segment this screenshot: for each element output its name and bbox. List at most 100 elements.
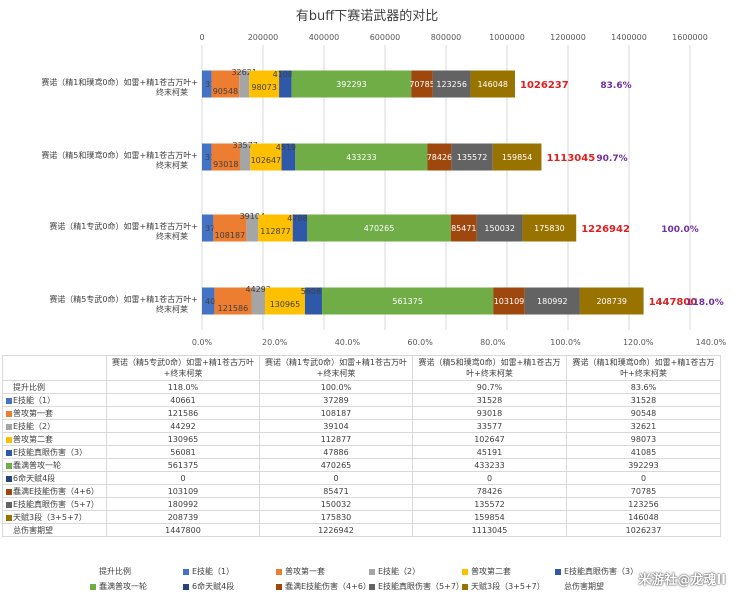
top-axis-tick-label: 200000 (248, 33, 279, 42)
bar-segment (304, 287, 323, 315)
stacked-bar-chart: 有buff下赛诺武器的对比 0 200000 400000 600000 800000 1… (41, 8, 727, 347)
table-row-label: 蠢满E技能伤害（4+6） (2, 484, 107, 498)
legend-key-swatch (6, 424, 12, 430)
bar-segment (295, 143, 428, 171)
table-row-label-text: 天赋3段（3+5+7） (13, 512, 87, 522)
legend-label: 普攻第二套 (471, 567, 511, 576)
data-label: 90548 (213, 87, 238, 96)
table-cell: 56081 (106, 445, 260, 459)
legend-item: 总伤害期望 (555, 581, 648, 592)
table-cell: 561375 (106, 458, 260, 472)
table-cell: 98073 (566, 432, 721, 446)
table-row: 蠢满E技能伤害（4+6） 103109 85471 78426 70785 (2, 484, 721, 498)
table-row-label-text: 提升比例 (13, 382, 45, 392)
table-cell: 90548 (566, 406, 721, 420)
table-cell: 433233 (412, 458, 567, 472)
table-cell: 1026237 (566, 523, 721, 537)
bar-segment (476, 214, 523, 242)
legend-swatch (462, 568, 468, 575)
category-label: 赛诺（精1和璞鸢0命）如雷+精1苍古万叶+终末柯莱 (41, 77, 198, 97)
legend-item: 天赋3段（3+5+7） (462, 581, 555, 592)
data-label: 33577 (232, 141, 257, 150)
bar-segment (292, 214, 308, 242)
table-cell: 103109 (106, 484, 260, 498)
data-label: 112877 (260, 227, 291, 236)
data-label: 146048 (477, 80, 508, 89)
legend-key-swatch (6, 502, 12, 508)
table-cell: 83.6% (566, 380, 721, 394)
bar-segment (202, 214, 214, 242)
top-axis-tick-label: 1400000 (611, 33, 647, 42)
category-label: 赛诺（精5和璞鸢0命）如雷+精1苍古万叶+终末柯莱 (41, 150, 198, 170)
table-row-label-text: E技能真眼伤害（3） (13, 447, 88, 457)
table-cell: 31528 (412, 393, 567, 407)
table-cell: 112877 (259, 432, 413, 446)
table-cell: 37289 (259, 393, 413, 407)
bottom-axis-tick-label: 60.0% (407, 338, 433, 347)
data-label: 150032 (484, 224, 515, 233)
bar-segment (211, 70, 240, 98)
bar-segment (492, 143, 542, 171)
table-corner (2, 355, 107, 381)
table-row: E技能真眼伤害（5+7） 180992 150032 135572 123256 (2, 497, 721, 511)
table-cell: 70785 (566, 484, 721, 498)
data-label: 56081 (301, 287, 326, 296)
table-cell: 1113045 (412, 523, 567, 537)
legend-swatch (90, 583, 96, 590)
data-label: 93018 (213, 160, 238, 169)
legend-swatch (555, 568, 561, 575)
bar-segment (450, 214, 477, 242)
legend-key-swatch (6, 437, 12, 443)
table-column-header: 赛诺（精1专武0命）如雷+精1苍古万叶+终末柯莱 (259, 355, 413, 381)
bar-segment (258, 214, 293, 242)
table-cell: 32621 (566, 419, 721, 433)
table-cell: 146048 (566, 510, 721, 524)
top-axis-tick-label: 0 (199, 33, 204, 42)
legend-label: 6命天赋4段 (192, 582, 235, 591)
bar-segment (522, 214, 577, 242)
bar-segment (211, 143, 240, 171)
bottom-axis-tick-label: 0.0% (192, 338, 213, 347)
legend-key-swatch (6, 476, 12, 482)
legend-key-swatch (6, 411, 12, 417)
bar-segment (579, 287, 644, 315)
data-label: 208739 (596, 297, 627, 306)
table-row: 提升比例 118.0% 100.0% 90.7% 83.6% (2, 380, 721, 394)
data-label: 98073 (251, 83, 276, 92)
legend-key-swatch (6, 398, 12, 404)
table-row-label: 蠢满普攻一轮 (2, 458, 107, 472)
bottom-axis-tick-label: 120.0% (623, 338, 654, 347)
legend-swatch (462, 583, 468, 590)
ratio-label: 100.0% (661, 225, 699, 235)
top-axis-tick-label: 800000 (431, 33, 462, 42)
bar-segment (411, 70, 433, 98)
data-label: 433233 (346, 153, 377, 162)
table-cell: 175830 (259, 510, 413, 524)
legend-item: E技能（2） (369, 566, 462, 577)
table-row-label: 提升比例 (2, 380, 107, 394)
ratio-label: 118.0% (686, 298, 724, 308)
total-label: 1113045 (546, 153, 595, 164)
legend-label: 蠢满普攻一轮 (99, 582, 147, 591)
bottom-axis: 0.0% 20.0% 40.0% 60.0% 80.0% 100.0% 120.0% 140.… (192, 338, 727, 347)
data-label: 175830 (534, 224, 565, 233)
table-cell: 90.7% (412, 380, 567, 394)
table-row-label: 6命天赋4段 (2, 471, 107, 485)
table-cell: 0 (566, 471, 721, 485)
data-label: 130965 (270, 300, 301, 309)
table-cell: 1226942 (259, 523, 413, 537)
data-label: 85471 (451, 224, 476, 233)
table-cell: 470265 (259, 458, 413, 472)
bar-segment (202, 143, 212, 171)
bar-groups: 3152890548326219807341085392293707851232… (202, 68, 724, 315)
data-label: 39104 (240, 212, 265, 221)
table-cell: 1447800 (106, 523, 260, 537)
data-label: 108187 (215, 231, 246, 240)
legend-item: E技能真眼伤害（3） (555, 566, 648, 577)
table-row: E技能（2） 44292 39104 33577 32621 (2, 419, 721, 433)
legend-key-swatch (6, 515, 12, 521)
data-label: 121586 (218, 304, 249, 313)
data-label: 45191 (276, 143, 301, 152)
table-cell: 85471 (259, 484, 413, 498)
legend-label: E技能（2） (378, 567, 421, 576)
